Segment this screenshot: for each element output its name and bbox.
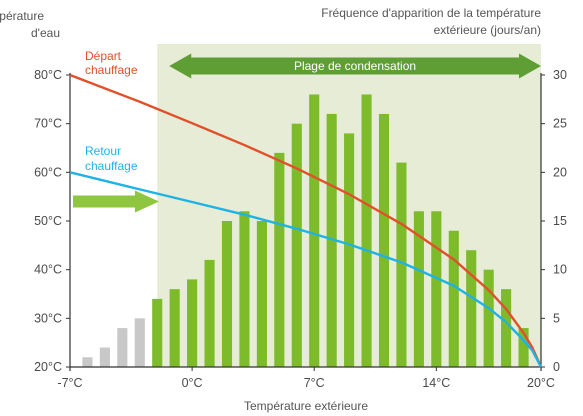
retour-chauffage-line [69, 171, 543, 368]
x-tick-label: 0°C [182, 376, 203, 390]
left-tick-label: 50°C [34, 214, 62, 228]
right-tick-label: 5 [553, 311, 560, 325]
right-tick-label: 15 [553, 214, 567, 228]
frequency-bar [378, 113, 390, 367]
frequency-bar [152, 298, 163, 367]
right-tick-label: 0 [553, 360, 560, 374]
frequency-bar [291, 123, 302, 368]
right-tick-label: 10 [553, 263, 567, 277]
frequency-bar [448, 230, 459, 367]
series-label-retour-line1: Retour [85, 144, 121, 158]
condensation-range-label: Plage de condensation [294, 59, 416, 73]
right-axis-label-line2: extérieure (jours/an) [434, 23, 541, 37]
pointer-arrow [73, 190, 159, 213]
left-tick-label: 20°C [34, 360, 62, 374]
x-tick-label: 20°C [527, 376, 555, 390]
frequency-bar [396, 162, 407, 367]
frequency-bar [256, 221, 267, 367]
series-label-depart-line2: chauffage [85, 63, 138, 77]
frequency-bar [326, 113, 337, 367]
frequency-bar [274, 152, 285, 367]
x-tick-label: -7°C [57, 376, 82, 390]
series-label-depart-line1: Départ [85, 49, 122, 63]
frequency-bar [431, 211, 442, 367]
left-tick-label: 60°C [34, 165, 62, 179]
frequency-bar [466, 250, 477, 367]
frequency-bar [309, 94, 320, 367]
frequency-bar [134, 318, 145, 367]
frequency-bar [361, 94, 372, 367]
right-axis-label-line1: Fréquence d'apparition de la température [321, 6, 541, 20]
x-axis-label: Température extérieure [244, 399, 368, 413]
frequency-bar [221, 221, 233, 367]
left-axis-label-line1: Température [0, 9, 44, 23]
left-tick-label: 80°C [34, 68, 62, 82]
left-axis-label-line2: d'eau [31, 26, 60, 40]
right-tick-label: 20 [553, 165, 567, 179]
frequency-bar [117, 328, 128, 367]
frequency-bar [413, 211, 424, 367]
left-tick-label: 40°C [34, 263, 62, 277]
frequency-bar [483, 269, 494, 367]
right-tick-label: 30 [553, 68, 567, 82]
frequency-bar [187, 279, 198, 367]
frequency-bar [99, 347, 110, 367]
left-tick-label: 70°C [34, 117, 62, 131]
frequency-bar [518, 328, 529, 367]
left-tick-label: 30°C [34, 311, 62, 325]
frequency-bar [169, 289, 180, 367]
x-tick-label: 14°C [422, 376, 450, 390]
frequency-bar [82, 357, 93, 367]
x-tick-label: 7°C [304, 376, 325, 390]
frequency-bar [239, 211, 250, 367]
frequency-bar [501, 289, 512, 367]
frequency-bar [204, 259, 215, 367]
frequency-bar [344, 133, 355, 367]
condensation-range-arrow [169, 53, 541, 79]
depart-chauffage-line [69, 73, 543, 368]
right-tick-label: 25 [553, 117, 567, 131]
series-label-retour-line2: chauffage [85, 159, 138, 173]
